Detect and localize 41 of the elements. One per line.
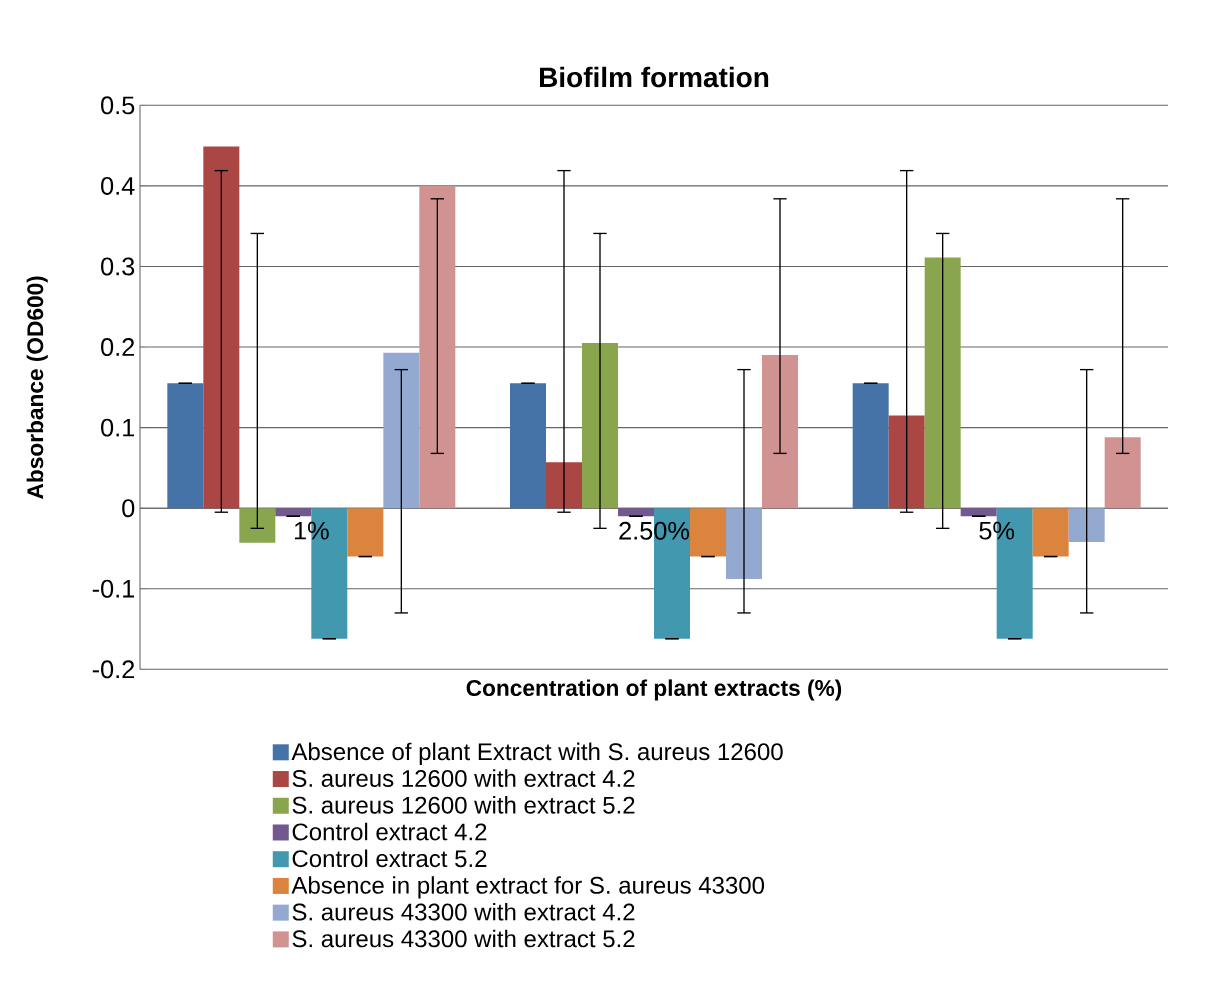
bar <box>1032 508 1069 557</box>
bar <box>1068 508 1105 543</box>
bar <box>888 415 925 509</box>
legend-label: S. aureus 12600 with extract 5.2 <box>292 796 635 814</box>
x-tick-label: 2.50% <box>619 521 690 540</box>
x-axis-title: Concentration of plant extracts (%) <box>466 679 842 701</box>
y-tick-label: 0.1 <box>101 418 135 437</box>
chart-title: Biofilm formation <box>540 66 769 88</box>
bar <box>690 508 726 557</box>
bar <box>275 508 312 517</box>
bar <box>924 257 961 509</box>
legend-label: Absence of plant Extract with S. aureus 12600 <box>291 742 783 765</box>
y-tick-label: 0.5 <box>101 96 135 115</box>
y-axis-title: Absorbance (OD600) <box>26 276 48 499</box>
y-tick-label: -0.1 <box>92 579 135 598</box>
bar <box>419 185 456 509</box>
bar <box>546 462 582 509</box>
y-tick-label: 0.2 <box>101 338 135 357</box>
legend-label: S. aureus 43300 with extract 4.2 <box>292 902 635 921</box>
bar <box>239 508 276 543</box>
legend-label: Control extract 4.2 <box>292 822 487 841</box>
bar <box>383 352 420 509</box>
y-tick-label: -0.2 <box>92 660 135 679</box>
legend-label: S. aureus 43300 with extract 5.2 <box>292 929 635 948</box>
legend-label: S. aureus 12600 with extract 4.2 <box>292 769 635 787</box>
bar <box>347 508 384 557</box>
bar <box>582 343 618 509</box>
legend-label: Control extract 5.2 <box>292 849 487 868</box>
y-tick-label: 0 <box>122 499 135 518</box>
y-tick-label: 0.4 <box>101 176 135 195</box>
bar <box>762 355 798 509</box>
bar <box>167 383 204 509</box>
bar <box>726 508 762 580</box>
bar <box>960 508 997 517</box>
legend-label: Absence in plant extract for S. aureus 43300 <box>291 876 765 899</box>
bar <box>852 383 889 509</box>
bar <box>1104 437 1141 509</box>
y-tick-label: 0.3 <box>101 257 135 276</box>
bar <box>618 508 654 517</box>
bar <box>203 146 240 509</box>
bar <box>510 383 546 509</box>
